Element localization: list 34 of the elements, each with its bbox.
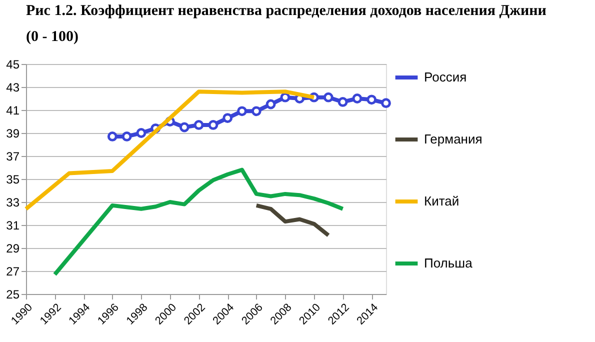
y-tick-label: 29 [6, 242, 20, 256]
legend-label: Китай [424, 194, 460, 208]
point [338, 97, 348, 107]
y-tick-label: 43 [6, 80, 20, 94]
point [136, 128, 146, 138]
point [122, 132, 132, 142]
legend-label: Германия [424, 132, 482, 146]
y-tick-label: 37 [6, 150, 20, 164]
y-tick-label: 39 [6, 126, 20, 140]
point [280, 92, 290, 102]
y-tick-label: 35 [6, 172, 20, 186]
legend-label: Польша [424, 256, 474, 270]
line-series [52, 168, 345, 276]
point [251, 106, 262, 116]
legend-label: Россия [424, 70, 467, 84]
y-tick-label: 45 [6, 58, 20, 72]
point [352, 94, 362, 104]
point [237, 106, 247, 116]
point [208, 120, 218, 130]
y-tick-label: 31 [6, 218, 20, 232]
line-series [254, 203, 330, 238]
point [194, 120, 204, 130]
chart-title: Рис 1.2. Коэффициент неравенства распределения доходов населения Джини (0 - 100) [26, 3, 547, 45]
point [323, 92, 334, 102]
point [381, 98, 391, 108]
y-tick-label: 25 [6, 288, 20, 302]
y-tick-label: 27 [6, 264, 20, 278]
y-tick-label: 33 [6, 196, 20, 210]
point [266, 99, 276, 110]
point [179, 122, 190, 132]
point [107, 132, 118, 142]
point [222, 113, 233, 123]
y-tick-label: 41 [6, 104, 20, 118]
point [366, 94, 377, 105]
